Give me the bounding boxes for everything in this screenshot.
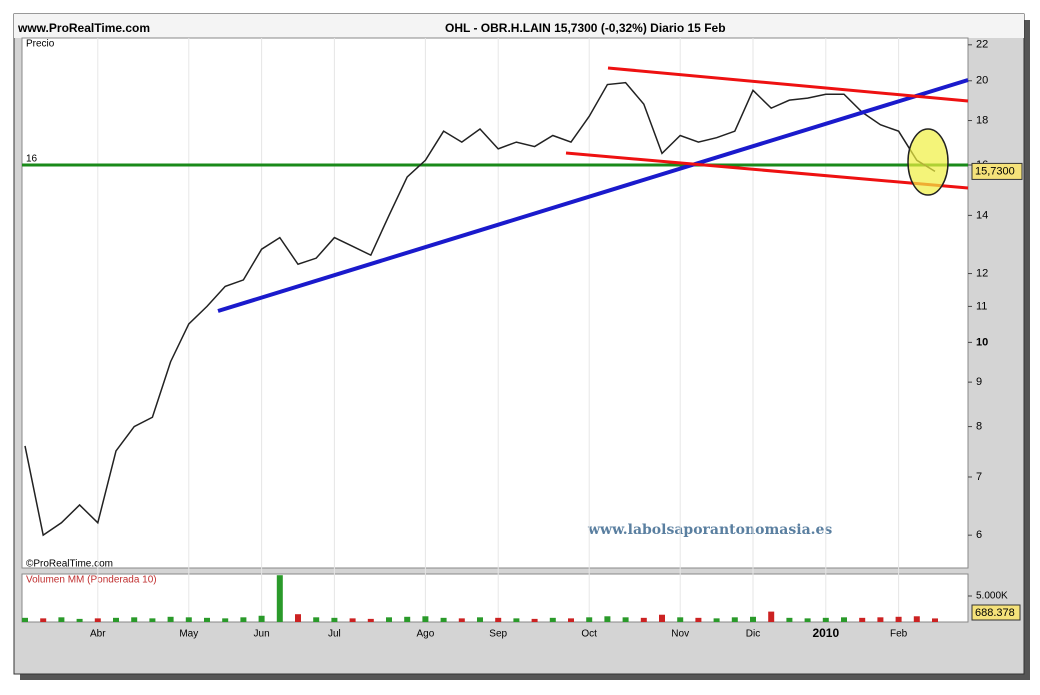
y-tick-label: 14 — [976, 209, 988, 221]
volume-bar — [22, 617, 28, 622]
volume-bar — [222, 618, 229, 622]
y-tick-label: 6 — [976, 529, 982, 541]
volume-bar — [841, 617, 847, 622]
y-tick-label: 20 — [976, 75, 988, 87]
volume-bar — [295, 614, 301, 622]
volume-bar — [731, 617, 738, 622]
volume-bar — [495, 617, 502, 622]
panel-title: Precio — [26, 39, 55, 50]
value-box — [971, 162, 1023, 180]
header-bar — [14, 14, 1024, 38]
y-tick-label: 18 — [976, 114, 988, 126]
y-tick-label: 11 — [976, 300, 987, 312]
volume-bar — [313, 617, 320, 622]
copyright: ©ProRealTime.com — [26, 559, 113, 570]
header-title: OHL - OBR.H.LAIN 15,7300 (-0,32%) Diario… — [445, 21, 726, 35]
y-tick-label: 7 — [976, 471, 982, 483]
volume-bar — [531, 618, 538, 622]
volume-bar — [932, 618, 938, 622]
x-tick-label: Oct — [581, 629, 597, 640]
volume-bar — [94, 618, 101, 622]
y-tick-label: 22 — [976, 39, 988, 51]
volume-bar — [513, 618, 520, 622]
price-panel — [21, 37, 969, 569]
y-tick-label: 12 — [976, 267, 988, 279]
volume-bar — [622, 617, 629, 622]
volume-bar — [913, 616, 920, 622]
channel-upper — [607, 66, 969, 103]
volume-bar — [786, 617, 793, 622]
watermark: www.labolsaporantonomasia.es — [587, 522, 832, 538]
volume-bar — [167, 616, 174, 622]
value-box — [971, 604, 1021, 621]
volume-bar — [477, 617, 483, 622]
x-tick-label: Ago — [417, 629, 435, 640]
y-tick-label: 9 — [976, 376, 982, 388]
volume-bar — [604, 616, 611, 622]
volume-bar — [331, 617, 338, 622]
last-value: 15,7300 — [975, 165, 1015, 177]
price-line — [24, 81, 936, 537]
volume-bar — [568, 618, 574, 622]
y-tick-label: 10 — [976, 336, 988, 348]
volume-bar — [422, 616, 429, 622]
volume-bar — [659, 614, 665, 622]
highlight — [907, 128, 949, 196]
volume-bar — [713, 618, 720, 622]
volume-bar — [586, 617, 593, 622]
y-tick-label: 8 — [976, 420, 982, 432]
volume-bar — [822, 617, 829, 622]
volume-bar — [367, 618, 374, 622]
volume-panel — [21, 573, 969, 623]
x-tick-label: May — [179, 629, 198, 640]
x-tick-label: Sep — [489, 629, 507, 640]
volume-bar — [440, 617, 447, 622]
volume-bar — [113, 617, 119, 622]
volume-bar — [240, 617, 247, 622]
x-tick-label: Jun — [254, 629, 270, 640]
site: www.ProRealTime.com — [17, 21, 150, 35]
x-tick-label: Dic — [746, 629, 760, 640]
trend-line — [217, 78, 969, 313]
volume-bar — [349, 618, 356, 622]
channel-lower — [565, 151, 969, 190]
volume-bar — [750, 616, 756, 622]
volume-bar — [677, 617, 684, 622]
volume-bar — [386, 617, 392, 622]
x-tick-label: Jul — [328, 629, 341, 640]
last-value: 688.378 — [975, 607, 1015, 619]
volume-bar — [640, 617, 647, 622]
volume-bar — [40, 618, 47, 622]
level-label: 16 — [26, 154, 38, 165]
volume-bar — [149, 618, 156, 622]
volume-bar — [458, 618, 465, 622]
volume-bar — [131, 617, 138, 622]
volume-bar — [859, 617, 866, 622]
x-tick-label: Nov — [671, 629, 689, 640]
x-tick-label: 2010 — [812, 626, 839, 640]
volume-bar — [76, 618, 83, 622]
volume-bar — [185, 617, 192, 622]
x-tick-label: Feb — [890, 629, 908, 640]
volume-bar — [804, 618, 811, 622]
x-tick-label: Abr — [90, 629, 106, 640]
y-tick-label: 5.000K — [976, 591, 1008, 602]
volume-title: Volumen MM (Ponderada 10) — [26, 575, 157, 586]
volume-bar — [276, 575, 283, 622]
volume-bar — [258, 615, 265, 622]
volume-bar — [695, 617, 702, 622]
volume-bar — [877, 617, 884, 622]
volume-bar — [204, 617, 210, 622]
volume-bar — [58, 617, 65, 622]
volume-bar — [404, 616, 411, 622]
volume-bar — [549, 617, 556, 622]
volume-bar — [895, 616, 902, 622]
volume-bar — [768, 611, 775, 622]
